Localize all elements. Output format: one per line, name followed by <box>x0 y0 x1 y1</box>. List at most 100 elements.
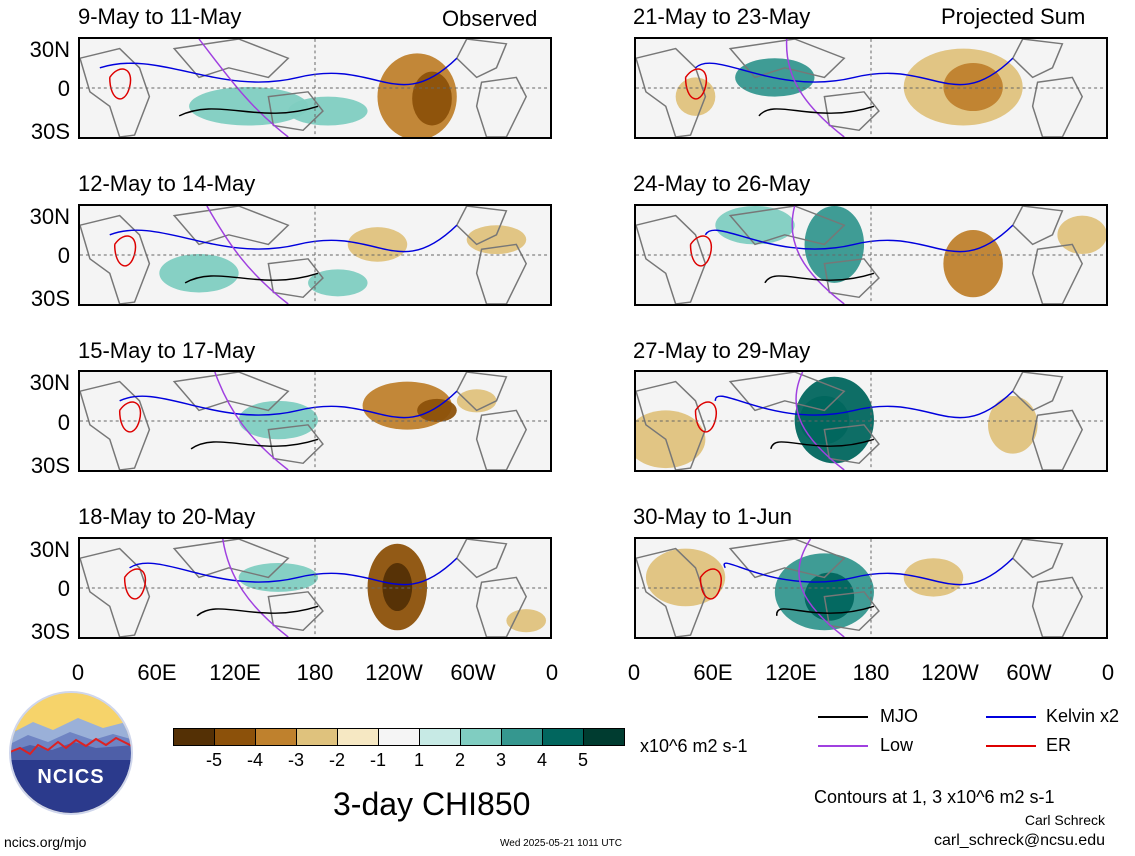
shading-blob <box>466 225 527 255</box>
shading-blob <box>382 563 413 612</box>
coastline <box>728 539 846 579</box>
coastline <box>1031 76 1084 137</box>
colorbar-swatch <box>501 728 543 746</box>
colorbar-swatch <box>542 728 584 746</box>
panel-title-3: 15-May to 17-May <box>78 338 256 363</box>
coastline <box>823 424 880 465</box>
shading-blob <box>903 558 964 597</box>
kelvin-contour <box>99 57 458 86</box>
panel-title-4: 18-May to 20-May <box>78 504 256 529</box>
coastline <box>475 76 528 137</box>
timestamp: Wed 2025-05-21 1011 UTC <box>500 838 622 849</box>
ncics-logo: NCICS <box>8 690 134 816</box>
shading-blob <box>943 63 1003 112</box>
site-url: ncics.org/mjo <box>4 834 87 850</box>
shading-blob <box>675 77 716 116</box>
coastline <box>455 39 508 79</box>
shading-blob <box>506 609 547 633</box>
coastline <box>172 206 290 246</box>
x-tick: 120E <box>765 660 817 685</box>
map-panel <box>634 370 1108 472</box>
er-contour <box>113 235 137 267</box>
mjo-contour <box>178 105 319 117</box>
y-tick-30s: 30S <box>30 286 70 311</box>
map-svg <box>636 39 1106 137</box>
coastline <box>1031 243 1084 304</box>
main-title: 3-day CHI850 <box>333 786 531 822</box>
colorbar-units: x10^6 m2 s-1 <box>640 736 748 756</box>
low-contour <box>798 539 845 637</box>
legend-line-kelvin <box>986 716 1036 718</box>
coastline <box>80 214 151 304</box>
er-contour <box>684 68 708 100</box>
coastline <box>80 47 151 137</box>
low-contour <box>222 539 289 637</box>
legend-label-mjo: MJO <box>880 706 918 726</box>
map-svg <box>80 372 550 470</box>
colorbar-swatch <box>296 728 338 746</box>
mjo-contour <box>758 105 875 117</box>
kelvin-contour <box>704 224 1014 253</box>
kelvin-contour <box>694 57 1014 86</box>
legend-label-er: ER <box>1046 735 1072 755</box>
er-contour <box>689 235 713 267</box>
panel-title-7: 27-May to 29-May <box>633 338 811 363</box>
y-tick-0: 0 <box>57 76 70 101</box>
y-tick-30s: 30S <box>30 119 70 144</box>
column-header-projected: Projected Sum <box>941 4 1086 29</box>
y-tick-0: 0 <box>57 243 70 268</box>
legend-label-low: Low <box>880 735 914 755</box>
shading-blob <box>308 269 368 297</box>
y-tick-30s: 30S <box>30 453 70 478</box>
coastline <box>475 243 528 304</box>
coastline <box>1011 39 1064 79</box>
coastline <box>267 591 324 632</box>
shading-blob <box>347 227 408 262</box>
coastline <box>455 372 508 412</box>
colorbar-swatch <box>583 728 625 746</box>
shading-blob <box>645 548 726 607</box>
author-name: Carl Schreck <box>1024 812 1105 828</box>
panel-title-5: 21-May to 23-May <box>633 4 811 29</box>
x-tick: 60W <box>1006 660 1052 685</box>
coastline <box>728 206 846 246</box>
low-contour <box>791 206 845 304</box>
y-tick-30s: 30S <box>30 619 70 644</box>
map-svg <box>80 539 550 637</box>
shading-blob <box>288 96 368 126</box>
coastline <box>80 380 151 470</box>
coastline <box>267 258 324 299</box>
coastline <box>475 409 528 470</box>
coastline <box>267 91 324 132</box>
map-svg <box>636 372 1106 470</box>
y-tick-0: 0 <box>57 410 70 435</box>
shading-blob <box>238 563 318 592</box>
low-contour <box>214 372 289 470</box>
colorbar-label: -5 <box>205 750 222 770</box>
x-tick: 60E <box>693 660 733 685</box>
shading-blob <box>456 389 497 413</box>
legend-label-kelvin: Kelvin x2 <box>1046 706 1120 726</box>
coastline <box>1031 576 1084 637</box>
map-panel <box>634 204 1108 306</box>
y-tick-30n: 30N <box>29 537 70 562</box>
shading-blob <box>189 87 309 126</box>
colorbar-label: 5 <box>577 750 588 770</box>
coastline <box>728 372 846 412</box>
x-tick: 120W <box>921 660 979 685</box>
coastline <box>1011 372 1064 412</box>
shading-blob <box>159 254 239 293</box>
panel-title-6: 24-May to 26-May <box>633 171 811 196</box>
map-panel <box>634 537 1108 639</box>
panel-title-1: 9-May to 11-May <box>78 4 242 29</box>
coastline <box>823 91 880 132</box>
logo-text: NCICS <box>37 766 105 788</box>
low-contour <box>785 39 845 137</box>
colorbar-label: -3 <box>287 750 304 770</box>
colorbar-swatch <box>378 728 420 746</box>
shading-blob <box>1057 215 1106 255</box>
mjo-contour <box>770 438 875 450</box>
shading-blob <box>636 410 706 469</box>
coastline <box>80 547 151 637</box>
coastline <box>823 591 880 632</box>
